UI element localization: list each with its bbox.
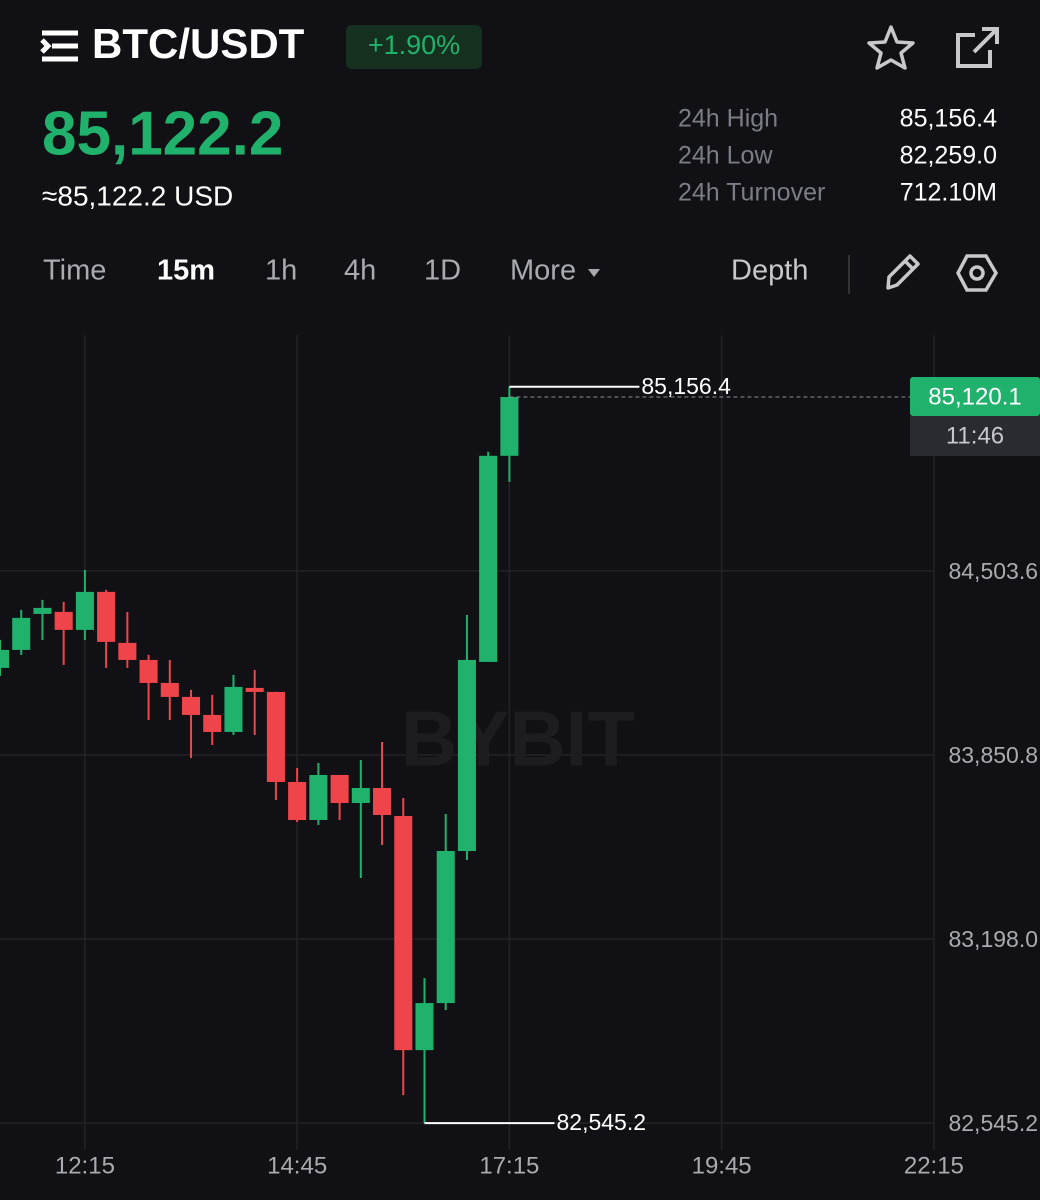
symbol[interactable]: BTC/USDT [92,20,305,67]
stat-value: 82,259.0 [900,142,997,170]
y-tick-label: 83,198.0 [948,926,1038,952]
candle-body [373,787,392,816]
countdown-box [910,416,1040,457]
x-tick-label: 19:45 [692,1152,752,1179]
stat-value: 85,156.4 [900,105,997,133]
x-tick-label: 14:45 [267,1152,327,1179]
candle-body [245,687,264,692]
candle-body [54,611,73,630]
candle-body [203,714,222,732]
change-pill [346,25,482,69]
candle-body [309,774,328,820]
candle-body [288,781,307,820]
candle-body [479,455,498,662]
stat-value: 712.10M [900,179,997,207]
last-price-label: 85,120.1 [928,383,1021,410]
x-tick-label: 12:15 [55,1152,115,1179]
stat-label: 24h Turnover [678,179,825,207]
extreme-label: 85,156.4 [641,373,731,399]
watermark: BYBIT [401,695,635,783]
share-icon[interactable] [956,27,999,68]
candle-body [75,591,94,630]
depth-tab[interactable]: Depth [731,255,808,287]
favorite-icon[interactable] [867,25,915,70]
candle-body [0,649,10,668]
change: +1.90% [368,30,460,60]
interval-tab[interactable]: 4h [344,255,376,287]
interval-tab[interactable]: 1h [265,255,297,287]
candle-body [33,607,52,614]
candle-body [160,682,179,697]
candle-body [266,691,285,782]
extreme-label: 82,545.2 [556,1109,646,1135]
price-usd: ≈85,122.2 USD [42,180,233,211]
candle-body [224,686,243,732]
last-price: 85,122.2 [42,99,283,168]
x-tick-label: 22:15 [904,1152,964,1179]
interval-tab[interactable]: More [510,255,576,287]
candle-body [97,591,116,642]
settings-icon[interactable] [956,254,999,292]
interval-tab[interactable]: Time [43,255,106,287]
candle-body [12,617,31,650]
candle-body [351,787,370,803]
draw-icon[interactable] [886,254,920,290]
candle-body [139,659,158,683]
x-tick-label: 17:15 [479,1152,539,1179]
more-arrow [588,269,600,277]
y-tick-label: 82,545.2 [948,1110,1038,1136]
menu-icon[interactable] [40,30,78,62]
stat-label: 24h Low [678,142,773,170]
candle-body [415,1003,434,1051]
y-tick-label: 84,503.6 [948,558,1038,584]
y-tick-label: 83,850.8 [948,742,1038,768]
candle-body [457,659,476,852]
candle-body [182,696,201,715]
stat-label: 24h High [678,105,778,133]
chart: 12:15 14:45 17:15 19:45 22:15 82,545.2 83,198.… [0,335,1040,1179]
candle-body [500,397,519,456]
candle-body [436,851,455,1004]
candle-body [330,774,349,803]
interval-tab[interactable]: 15m [157,255,215,287]
candle-body [118,642,137,660]
candle-body [394,815,413,1051]
last-price-box [910,377,1040,417]
interval-tab[interactable]: 1D [424,255,461,287]
countdown: 11:46 [946,422,1004,449]
